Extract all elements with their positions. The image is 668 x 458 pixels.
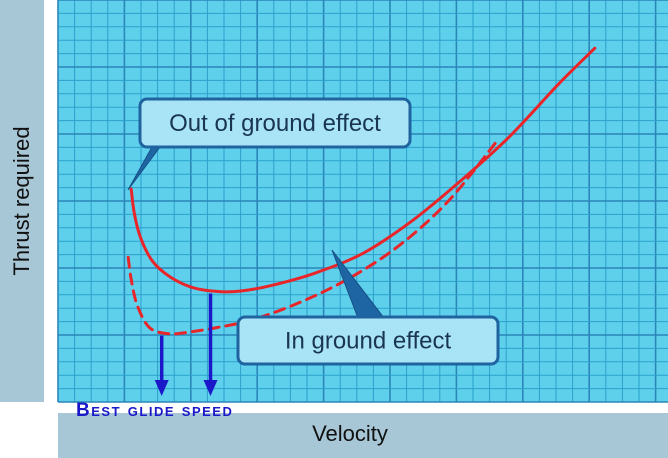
series-line-out-of-ground-effect	[129, 46, 597, 294]
callout-out-of-ground-effect	[138, 97, 412, 149]
series-layer	[126, 46, 597, 336]
y-axis-label: Thrust required	[9, 126, 34, 276]
best-glide-arrow-head	[154, 380, 169, 396]
callout-in-ground-effect	[236, 315, 500, 366]
best-glide-markers	[154, 293, 218, 396]
callouts: Out of ground effect In ground effect	[127, 97, 500, 366]
y-axis-band	[0, 0, 44, 402]
series-line-in-ground-effect	[126, 139, 499, 336]
best-glide-arrow-head	[203, 380, 218, 396]
callout-pointer	[127, 146, 161, 191]
callout-label: In ground effect	[285, 328, 452, 355]
best-glide-speed-label: Best glide speed	[76, 400, 234, 421]
x-axis-label: Velocity	[312, 421, 388, 446]
x-axis-band	[58, 413, 668, 458]
callout-label: Out of ground effect	[169, 110, 381, 137]
